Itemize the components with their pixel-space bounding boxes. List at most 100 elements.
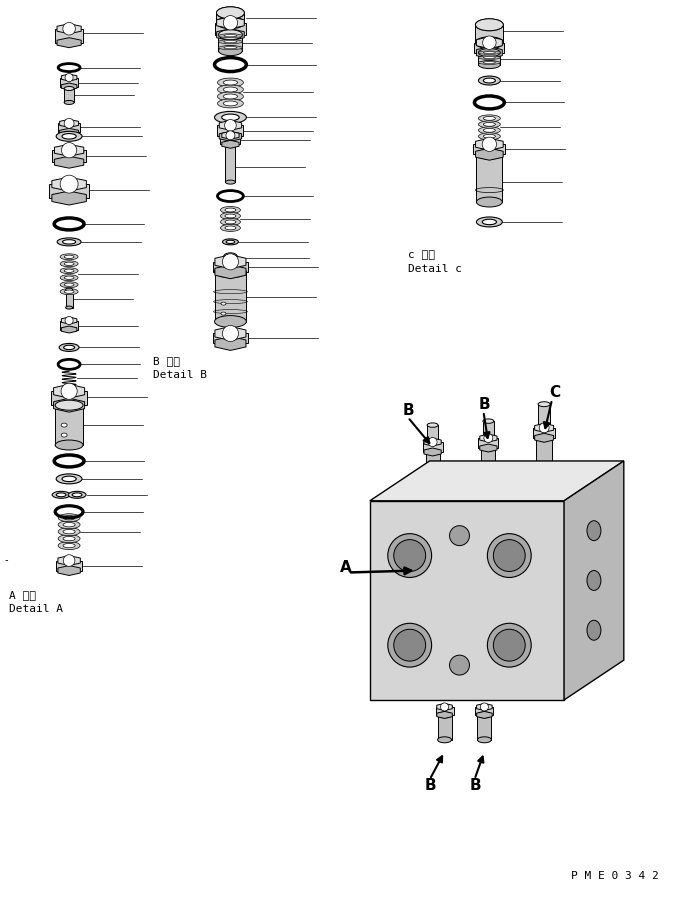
Ellipse shape	[483, 61, 495, 64]
Ellipse shape	[538, 402, 550, 406]
Bar	[481, 448, 495, 481]
Polygon shape	[480, 444, 497, 452]
Ellipse shape	[437, 712, 452, 718]
Ellipse shape	[483, 134, 495, 138]
Ellipse shape	[483, 78, 495, 83]
Circle shape	[63, 555, 75, 567]
Ellipse shape	[64, 290, 74, 294]
Bar	[474, 42, 504, 52]
Bar	[473, 144, 506, 154]
Bar	[477, 154, 502, 202]
Ellipse shape	[63, 523, 75, 527]
Circle shape	[493, 629, 525, 661]
Ellipse shape	[538, 425, 550, 431]
Ellipse shape	[61, 423, 67, 427]
Bar	[475, 707, 493, 714]
Ellipse shape	[214, 315, 247, 327]
Ellipse shape	[483, 123, 495, 126]
Ellipse shape	[218, 78, 243, 87]
Text: B: B	[425, 778, 436, 793]
Ellipse shape	[479, 49, 500, 57]
Ellipse shape	[225, 220, 236, 223]
Ellipse shape	[60, 268, 78, 274]
Ellipse shape	[64, 262, 74, 266]
Bar	[60, 321, 78, 330]
Ellipse shape	[479, 132, 500, 140]
Bar	[426, 452, 439, 485]
Ellipse shape	[218, 99, 243, 108]
Bar	[533, 428, 555, 438]
Ellipse shape	[58, 542, 80, 550]
Polygon shape	[216, 29, 244, 41]
Bar	[423, 442, 443, 452]
Bar	[60, 77, 78, 86]
Bar	[419, 551, 431, 563]
Ellipse shape	[221, 312, 226, 315]
Ellipse shape	[218, 46, 243, 50]
Bar	[214, 23, 247, 35]
Ellipse shape	[223, 101, 237, 106]
Text: C: C	[549, 386, 560, 400]
Ellipse shape	[224, 254, 237, 259]
Polygon shape	[370, 501, 564, 700]
Ellipse shape	[218, 30, 243, 40]
Circle shape	[65, 74, 73, 82]
Ellipse shape	[56, 132, 82, 141]
Circle shape	[388, 533, 431, 578]
Ellipse shape	[218, 40, 243, 43]
Bar	[218, 35, 243, 50]
Bar	[477, 714, 491, 740]
Ellipse shape	[68, 491, 86, 498]
Bar	[415, 563, 435, 572]
Text: P M E 0 3 4 2: P M E 0 3 4 2	[571, 871, 658, 881]
Bar	[58, 123, 80, 132]
Ellipse shape	[220, 206, 241, 214]
Polygon shape	[54, 398, 85, 412]
Polygon shape	[215, 326, 246, 341]
Ellipse shape	[220, 218, 241, 225]
Ellipse shape	[479, 60, 500, 64]
Polygon shape	[477, 712, 492, 718]
Ellipse shape	[477, 737, 491, 742]
Ellipse shape	[62, 476, 76, 482]
Circle shape	[394, 629, 426, 661]
Text: B: B	[479, 397, 490, 412]
Circle shape	[484, 433, 493, 442]
Ellipse shape	[587, 521, 601, 541]
Bar	[52, 150, 86, 162]
Ellipse shape	[220, 224, 241, 232]
Ellipse shape	[479, 50, 500, 54]
Ellipse shape	[222, 239, 239, 245]
Polygon shape	[219, 121, 242, 131]
Bar	[224, 257, 237, 264]
Ellipse shape	[58, 534, 80, 542]
Circle shape	[441, 703, 449, 711]
Polygon shape	[424, 438, 441, 446]
Text: -: -	[4, 556, 8, 566]
Polygon shape	[564, 461, 624, 700]
Bar	[64, 88, 74, 103]
Ellipse shape	[419, 548, 431, 553]
Polygon shape	[61, 326, 77, 333]
Polygon shape	[54, 384, 85, 398]
Bar	[417, 572, 433, 600]
Ellipse shape	[52, 491, 70, 498]
Bar	[537, 438, 552, 479]
Ellipse shape	[56, 474, 82, 484]
Ellipse shape	[224, 41, 237, 42]
Ellipse shape	[475, 19, 503, 31]
Polygon shape	[52, 191, 86, 205]
Ellipse shape	[64, 255, 74, 259]
Ellipse shape	[537, 434, 552, 441]
Ellipse shape	[587, 620, 601, 641]
Ellipse shape	[60, 254, 78, 259]
Polygon shape	[437, 712, 452, 718]
Ellipse shape	[479, 127, 500, 134]
Circle shape	[224, 120, 237, 132]
Ellipse shape	[477, 150, 502, 159]
Ellipse shape	[477, 712, 491, 718]
Circle shape	[60, 175, 78, 193]
Ellipse shape	[65, 306, 73, 309]
Ellipse shape	[587, 570, 601, 590]
Polygon shape	[437, 704, 452, 710]
